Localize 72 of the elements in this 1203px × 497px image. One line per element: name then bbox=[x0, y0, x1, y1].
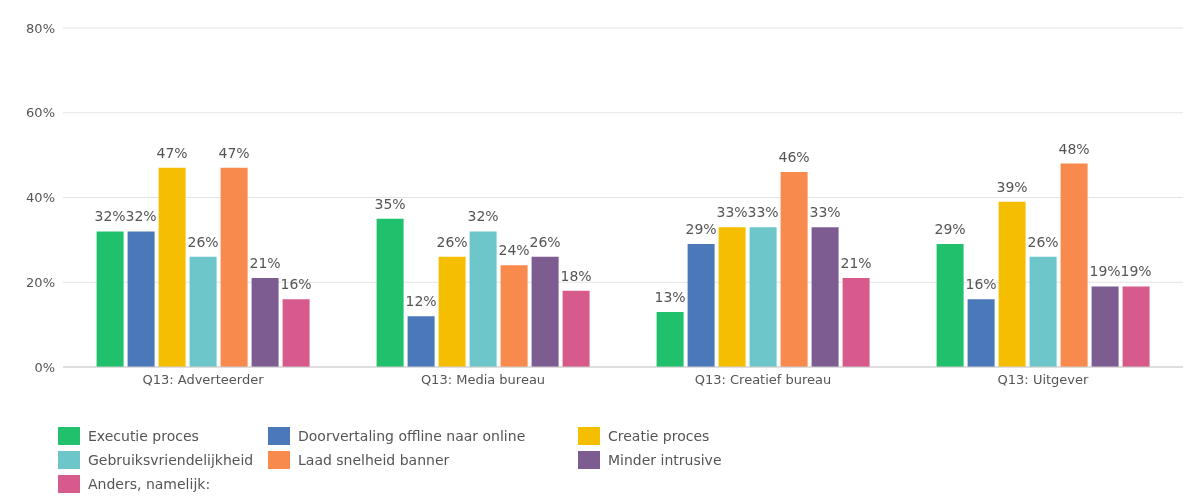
data-label: 19% bbox=[1120, 263, 1152, 280]
bar bbox=[438, 256, 466, 367]
legend-label: Doorvertaling offline naar online bbox=[298, 428, 526, 444]
data-label: 32% bbox=[125, 208, 157, 225]
bar bbox=[656, 311, 684, 367]
bar bbox=[967, 299, 995, 367]
bar bbox=[500, 265, 528, 367]
legend-label: Minder intrusive bbox=[608, 452, 722, 468]
bar bbox=[562, 290, 590, 367]
bar bbox=[687, 244, 715, 367]
bar bbox=[718, 227, 746, 367]
data-label: 47% bbox=[156, 144, 188, 161]
bar bbox=[531, 256, 559, 367]
data-label: 26% bbox=[1027, 233, 1059, 250]
data-label: 33% bbox=[716, 204, 748, 221]
data-label: 21% bbox=[249, 255, 281, 272]
data-label: 32% bbox=[467, 208, 499, 225]
x-tick-label: Q13: Uitgever bbox=[997, 372, 1090, 388]
bar bbox=[96, 231, 124, 367]
bar bbox=[1122, 286, 1150, 367]
bar bbox=[251, 278, 279, 367]
data-label: 13% bbox=[654, 288, 686, 305]
bar bbox=[842, 278, 870, 367]
data-label: 16% bbox=[965, 276, 997, 293]
bar bbox=[780, 172, 808, 367]
x-tick-label: Q13: Creatief bureau bbox=[694, 372, 832, 388]
legend-label: Anders, namelijk: bbox=[88, 476, 211, 492]
legend-label: Gebruiksvriendelijkheid bbox=[88, 452, 254, 468]
bar bbox=[749, 227, 777, 367]
data-label: 35% bbox=[374, 195, 406, 212]
bar bbox=[998, 201, 1026, 367]
bar bbox=[127, 231, 155, 367]
bar bbox=[469, 231, 497, 367]
bar bbox=[1091, 286, 1119, 367]
data-label: 47% bbox=[218, 144, 250, 161]
y-tick-label: 60% bbox=[26, 105, 55, 121]
data-label: 29% bbox=[934, 221, 966, 238]
legend-label: Laad snelheid banner bbox=[298, 452, 450, 468]
y-tick-label: 80% bbox=[26, 20, 55, 36]
data-label: 12% bbox=[405, 293, 437, 310]
data-label: 16% bbox=[280, 276, 312, 293]
data-label: 29% bbox=[685, 221, 717, 238]
data-label: 33% bbox=[809, 204, 841, 221]
bar bbox=[158, 167, 186, 367]
bar bbox=[811, 227, 839, 367]
bar bbox=[407, 316, 435, 367]
y-tick-label: 40% bbox=[26, 190, 55, 206]
y-tick-label: 20% bbox=[26, 274, 55, 290]
y-tick-label: 0% bbox=[34, 359, 55, 375]
data-label: 21% bbox=[840, 255, 872, 272]
bar bbox=[1060, 163, 1088, 367]
data-label: 26% bbox=[529, 233, 561, 250]
data-label: 19% bbox=[1089, 263, 1121, 280]
data-label: 18% bbox=[560, 267, 592, 284]
legend-label: Executie proces bbox=[88, 428, 199, 444]
legend-label: Creatie proces bbox=[608, 428, 710, 444]
data-label: 24% bbox=[498, 242, 530, 259]
bar bbox=[220, 167, 248, 367]
data-label: 32% bbox=[94, 208, 126, 225]
x-tick-label: Q13: Adverteerder bbox=[142, 372, 265, 388]
bar bbox=[376, 218, 404, 367]
data-label: 48% bbox=[1058, 140, 1090, 157]
bar bbox=[282, 299, 310, 367]
x-tick-label: Q13: Media bureau bbox=[420, 372, 546, 388]
bar bbox=[189, 256, 217, 367]
data-label: 26% bbox=[187, 233, 219, 250]
data-label: 26% bbox=[436, 233, 468, 250]
data-label: 39% bbox=[996, 178, 1028, 195]
data-label: 33% bbox=[747, 204, 779, 221]
bar bbox=[1029, 256, 1057, 367]
data-label: 46% bbox=[778, 149, 810, 166]
bar bbox=[936, 244, 964, 367]
